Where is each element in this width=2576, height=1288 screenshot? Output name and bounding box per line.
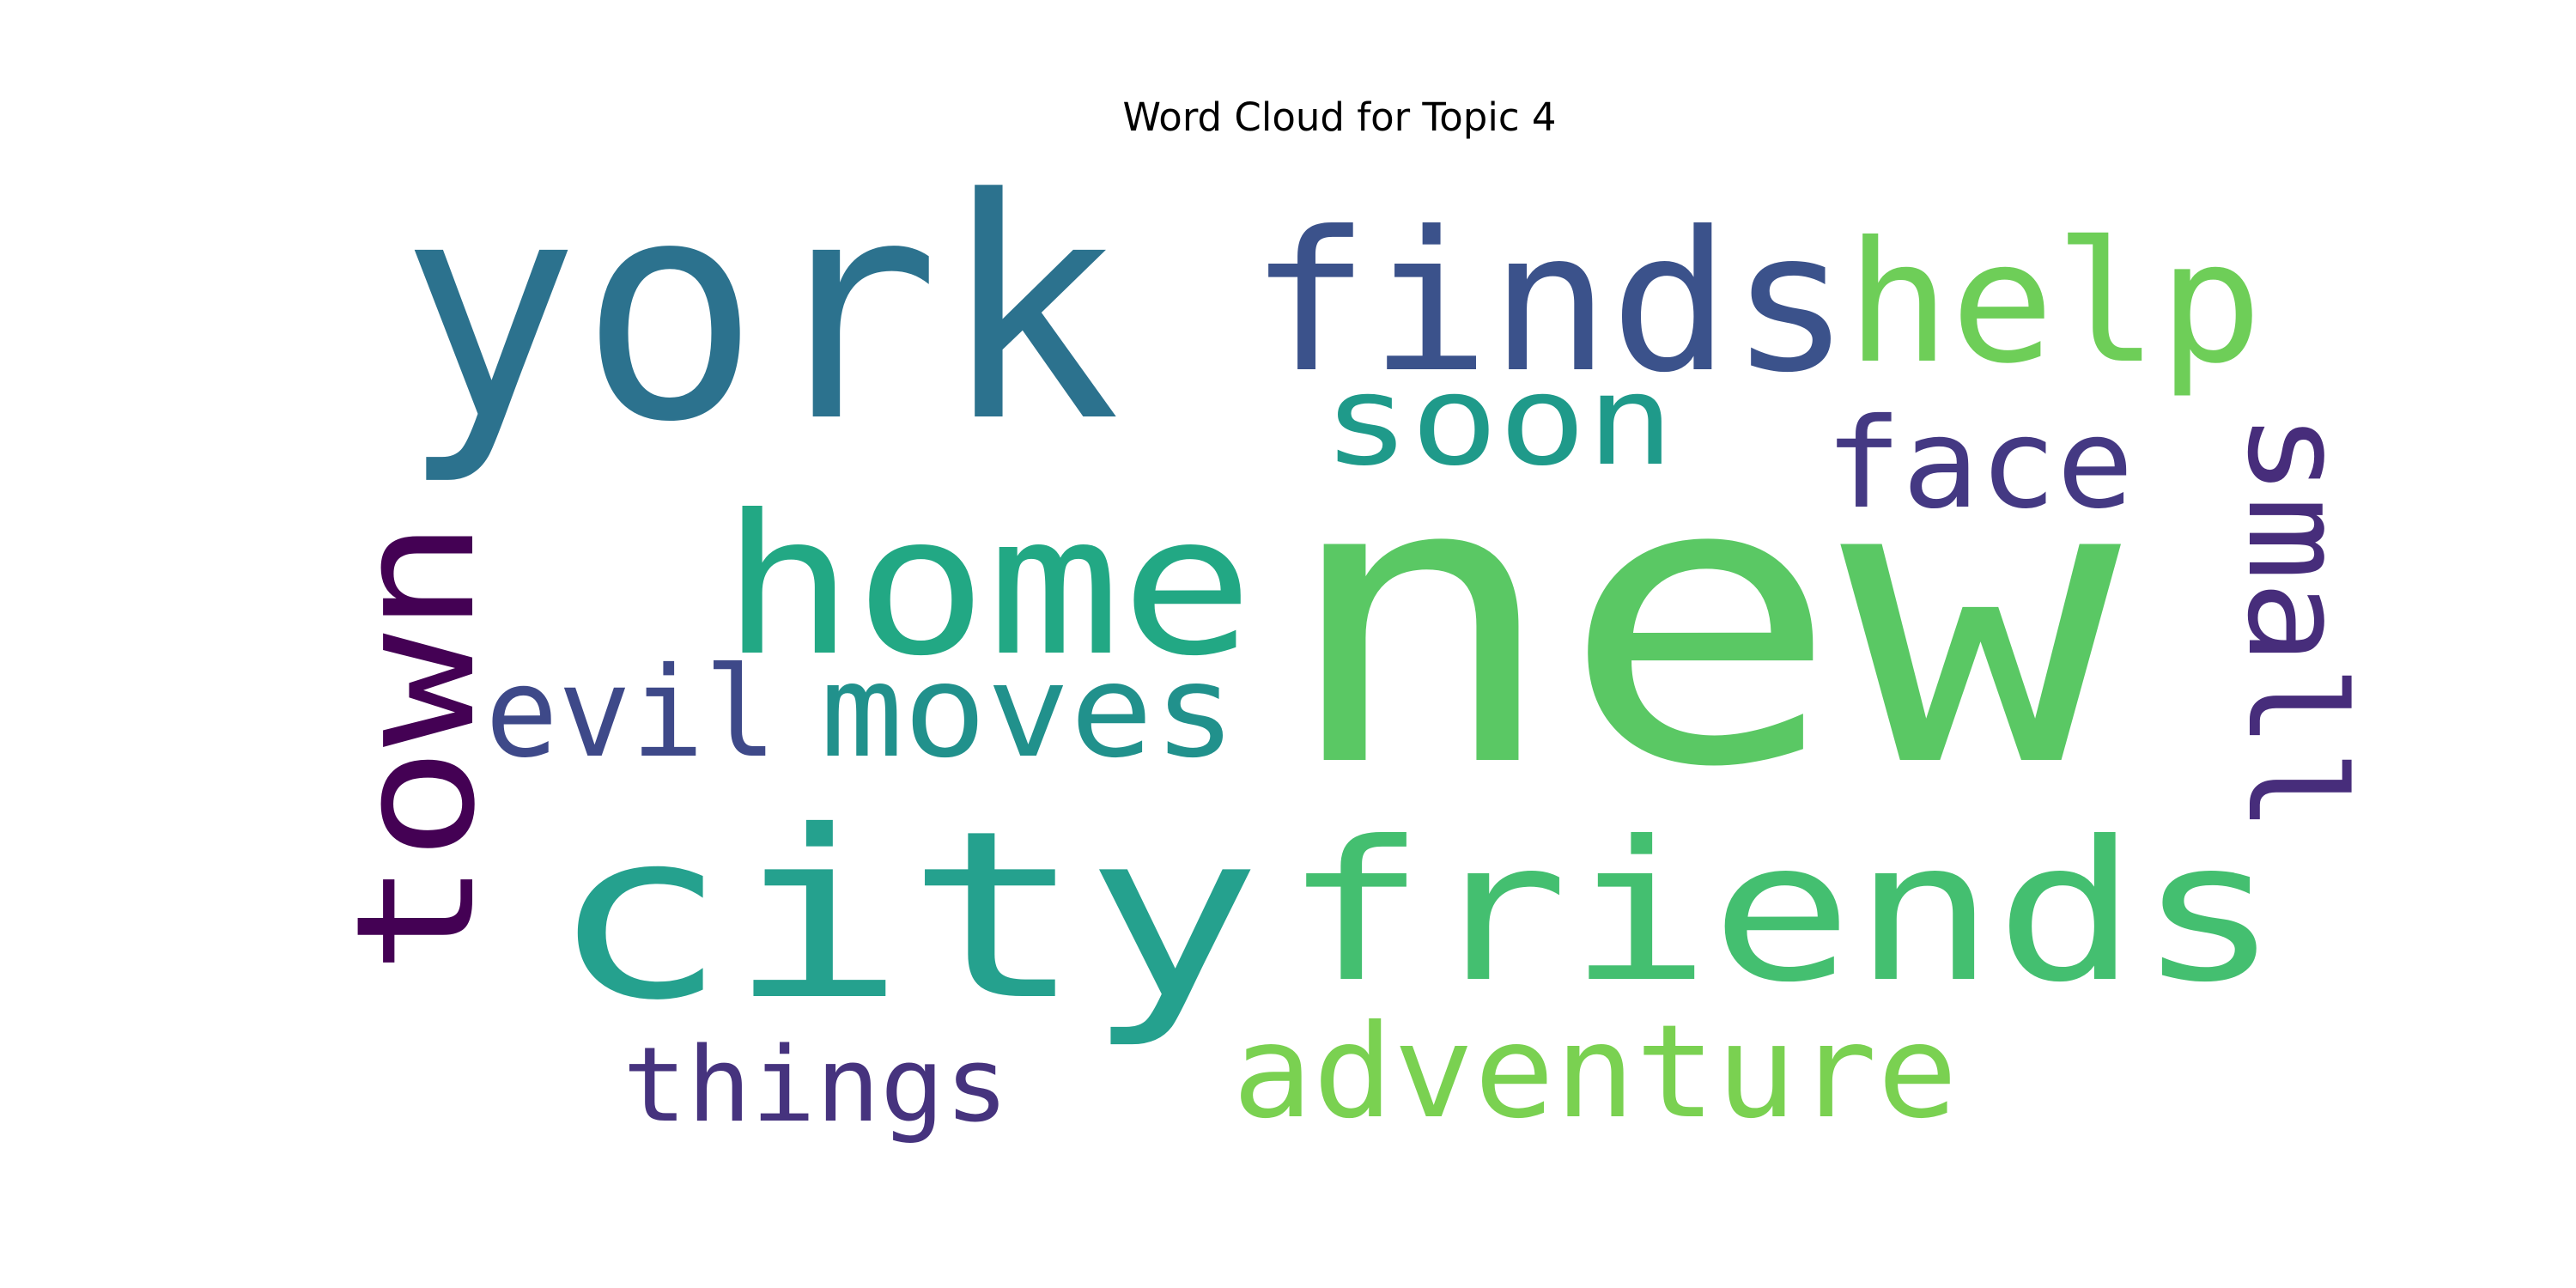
- word-adventure: adventure: [1232, 998, 1958, 1147]
- word-things: things: [623, 1026, 1009, 1145]
- word-moves: moves: [820, 637, 1236, 787]
- word-evil: evil: [485, 641, 777, 786]
- word-help: help: [1846, 205, 2263, 400]
- word-new: new: [1279, 394, 2124, 854]
- word-soon: soon: [1322, 349, 1674, 494]
- chart-title: Word Cloud for Topic 4: [1122, 94, 1556, 140]
- word-small: small: [2218, 412, 2373, 833]
- word-finds: finds: [1249, 191, 1850, 416]
- word-city: city: [550, 781, 1262, 1051]
- word-town: town: [321, 519, 511, 975]
- word-home: home: [721, 474, 1254, 699]
- word-friends: friends: [1284, 800, 2280, 1025]
- word-york: york: [399, 133, 1121, 489]
- word-face: face: [1825, 392, 2134, 537]
